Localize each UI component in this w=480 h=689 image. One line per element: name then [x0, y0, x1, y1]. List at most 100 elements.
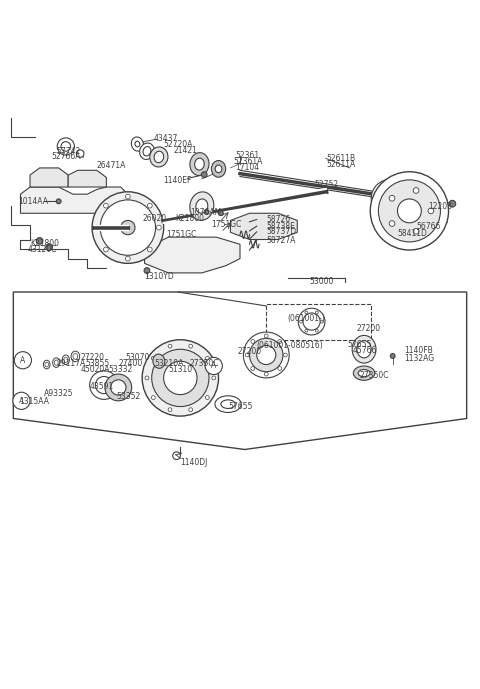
Circle shape: [125, 256, 130, 261]
Text: 21421: 21421: [173, 146, 197, 155]
Circle shape: [283, 353, 287, 357]
Text: 43120C: 43120C: [28, 245, 57, 254]
Circle shape: [303, 313, 320, 330]
Ellipse shape: [71, 351, 80, 362]
Text: K21800: K21800: [30, 239, 59, 248]
Circle shape: [370, 172, 448, 250]
Circle shape: [212, 376, 216, 380]
Circle shape: [95, 225, 99, 230]
Ellipse shape: [190, 153, 209, 176]
Ellipse shape: [43, 360, 50, 369]
Ellipse shape: [53, 358, 60, 367]
Circle shape: [278, 340, 282, 343]
Text: 45020A: 45020A: [80, 364, 109, 374]
Text: 1315AA: 1315AA: [20, 398, 49, 407]
Circle shape: [257, 345, 276, 364]
Circle shape: [189, 408, 192, 411]
Circle shape: [264, 372, 268, 376]
Text: 53352: 53352: [116, 393, 140, 402]
Circle shape: [389, 220, 395, 227]
Text: A: A: [20, 356, 25, 364]
Circle shape: [245, 353, 249, 357]
Ellipse shape: [352, 336, 376, 363]
Circle shape: [173, 452, 180, 460]
Circle shape: [144, 267, 150, 274]
Text: 1140DJ: 1140DJ: [180, 458, 208, 467]
Text: 43591: 43591: [90, 382, 114, 391]
Text: 58726: 58726: [266, 215, 290, 224]
Text: 58411D: 58411D: [397, 229, 427, 238]
Circle shape: [204, 209, 209, 214]
Text: 27220: 27220: [80, 353, 104, 362]
Polygon shape: [68, 170, 107, 187]
Text: 26471A: 26471A: [97, 161, 126, 169]
Circle shape: [105, 374, 132, 401]
Ellipse shape: [73, 353, 78, 360]
Circle shape: [278, 367, 282, 371]
Text: 51310: 51310: [168, 364, 192, 374]
Circle shape: [92, 192, 164, 263]
Text: 43437: 43437: [154, 134, 179, 143]
Text: A93325: A93325: [44, 389, 74, 398]
Bar: [266, 304, 371, 340]
Text: 1014AA: 1014AA: [18, 197, 48, 206]
Circle shape: [402, 196, 406, 200]
Circle shape: [205, 356, 209, 360]
Ellipse shape: [54, 360, 58, 365]
Text: 1751GC: 1751GC: [166, 229, 196, 239]
Text: 52611A: 52611A: [326, 160, 355, 169]
Circle shape: [243, 332, 289, 378]
Circle shape: [315, 329, 318, 332]
Text: 52361: 52361: [235, 151, 259, 160]
Circle shape: [428, 208, 434, 214]
Text: K21800: K21800: [176, 214, 204, 223]
Circle shape: [189, 344, 192, 348]
Text: 52720A: 52720A: [164, 140, 193, 149]
Text: 27200: 27200: [357, 325, 381, 333]
Circle shape: [61, 142, 71, 151]
Polygon shape: [21, 187, 125, 214]
Circle shape: [413, 187, 419, 194]
Text: 1140FB: 1140FB: [405, 346, 433, 356]
Text: 57655: 57655: [348, 340, 372, 349]
Ellipse shape: [211, 161, 226, 177]
Text: 58727A: 58727A: [266, 236, 296, 245]
Circle shape: [164, 361, 197, 395]
Text: 53210A: 53210A: [154, 358, 183, 368]
Ellipse shape: [215, 395, 241, 413]
Text: (061001-080516): (061001-080516): [257, 342, 324, 351]
Ellipse shape: [132, 137, 144, 151]
Circle shape: [100, 200, 156, 255]
Circle shape: [382, 208, 385, 212]
Text: 53000: 53000: [309, 276, 334, 285]
Ellipse shape: [153, 354, 165, 369]
Circle shape: [305, 311, 308, 314]
Polygon shape: [144, 237, 240, 273]
Text: 1751GC: 1751GC: [211, 220, 242, 229]
Circle shape: [397, 199, 421, 223]
Ellipse shape: [154, 152, 164, 163]
Ellipse shape: [353, 366, 375, 380]
Circle shape: [90, 371, 118, 400]
Ellipse shape: [45, 362, 48, 367]
Text: 53855: 53855: [85, 359, 109, 368]
Polygon shape: [230, 214, 297, 240]
Ellipse shape: [215, 165, 222, 173]
Circle shape: [168, 344, 172, 348]
Circle shape: [395, 185, 399, 189]
Text: (061001-): (061001-): [288, 314, 325, 323]
Ellipse shape: [135, 141, 140, 147]
Circle shape: [389, 196, 395, 201]
Ellipse shape: [143, 147, 151, 156]
Ellipse shape: [195, 158, 204, 170]
Circle shape: [375, 196, 379, 200]
Ellipse shape: [358, 369, 370, 377]
Ellipse shape: [221, 400, 235, 409]
Circle shape: [395, 208, 399, 212]
Circle shape: [205, 395, 209, 400]
Circle shape: [111, 380, 126, 395]
Circle shape: [57, 138, 74, 155]
Circle shape: [205, 358, 222, 375]
Text: A: A: [19, 398, 24, 404]
Circle shape: [142, 340, 218, 416]
